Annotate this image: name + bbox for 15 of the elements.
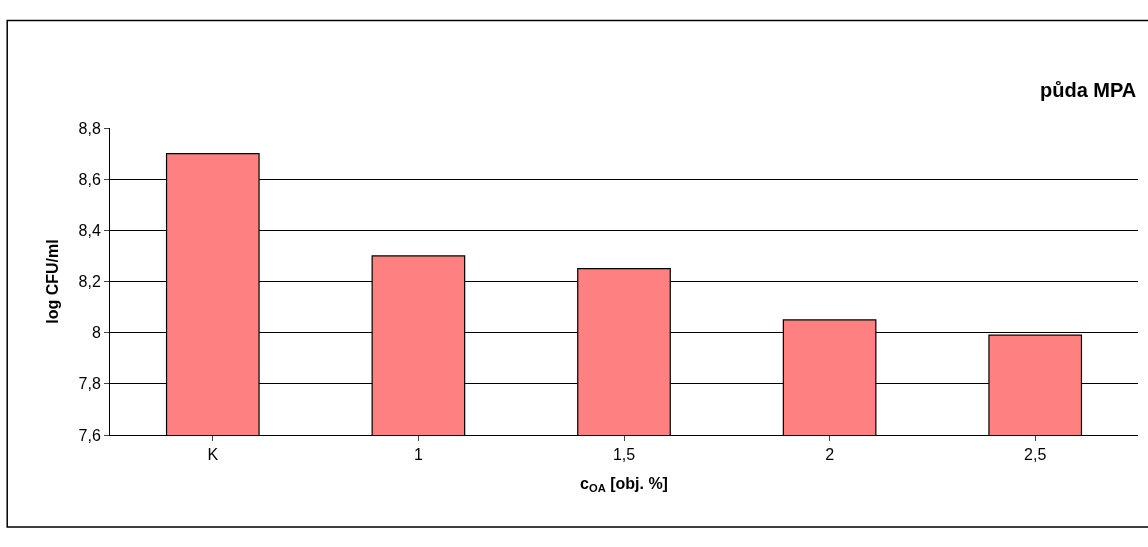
y-tick-label: 8 xyxy=(91,324,101,342)
y-tick-label: 8,4 xyxy=(78,221,101,239)
x-tick-label: 2 xyxy=(825,446,835,464)
y-axis-title: log CFU/ml xyxy=(44,239,62,324)
text: půda MPA xyxy=(1040,79,1137,101)
y-tick-label: 8,2 xyxy=(78,273,101,291)
y-tick-label: 7,6 xyxy=(78,426,101,444)
x-axis-title: c$_{OA}$ [obj. %] xyxy=(580,474,668,495)
x-tick-label: 2,5 xyxy=(1024,446,1047,464)
y-tick-label: 8,6 xyxy=(78,170,101,188)
y-tick-label: 7,8 xyxy=(78,375,101,393)
x-tick-label: K xyxy=(207,446,219,464)
x-tick-label: 1 xyxy=(413,446,423,464)
y-tick-label: 8,8 xyxy=(78,119,101,137)
x-tick-label: 1,5 xyxy=(612,446,636,464)
